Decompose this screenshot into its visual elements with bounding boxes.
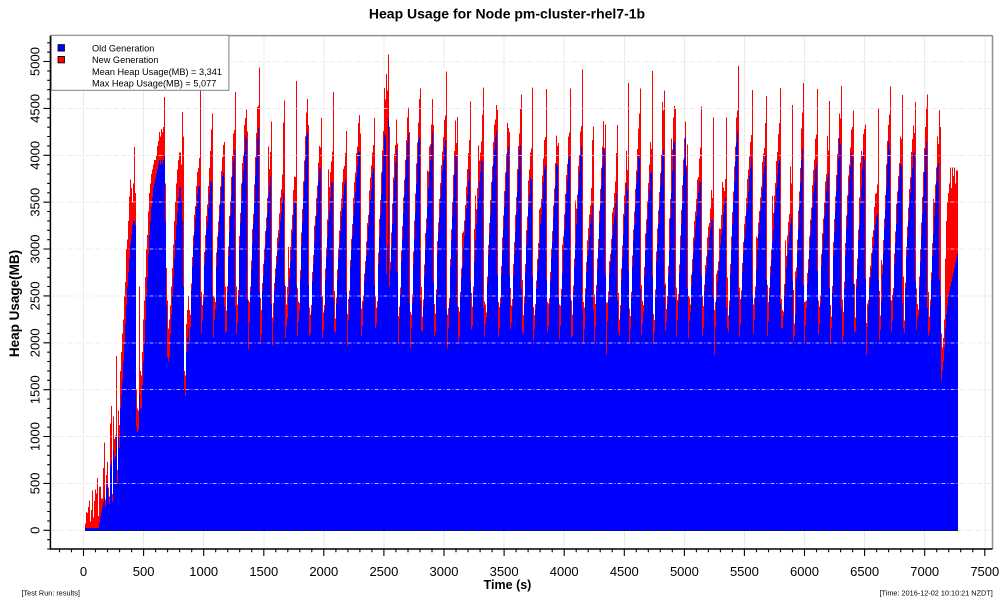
svg-text:0: 0: [28, 527, 43, 534]
svg-text:4500: 4500: [610, 564, 639, 579]
svg-text:1500: 1500: [28, 375, 43, 404]
svg-text:New Generation: New Generation: [92, 55, 158, 65]
svg-text:Old Generation: Old Generation: [92, 43, 154, 53]
svg-text:4500: 4500: [28, 94, 43, 123]
svg-text:3000: 3000: [430, 564, 459, 579]
svg-text:5000: 5000: [670, 564, 699, 579]
svg-text:4000: 4000: [28, 141, 43, 170]
svg-text:500: 500: [133, 564, 155, 579]
svg-text:7000: 7000: [910, 564, 939, 579]
svg-text:Max Heap Usage(MB) = 5,077: Max Heap Usage(MB) = 5,077: [92, 79, 216, 89]
svg-text:4000: 4000: [550, 564, 579, 579]
svg-text:2000: 2000: [309, 564, 338, 579]
svg-text:7500: 7500: [970, 564, 999, 579]
svg-text:3500: 3500: [28, 188, 43, 217]
svg-text:5500: 5500: [730, 564, 759, 579]
svg-text:[Test Run: results]: [Test Run: results]: [22, 589, 80, 598]
svg-text:Mean Heap Usage(MB) = 3,341: Mean Heap Usage(MB) = 3,341: [92, 67, 222, 77]
svg-text:3000: 3000: [28, 235, 43, 264]
svg-text:2500: 2500: [28, 281, 43, 310]
svg-text:3500: 3500: [490, 564, 519, 579]
svg-text:6000: 6000: [790, 564, 819, 579]
svg-text:Heap Usage for Node pm-cluster: Heap Usage for Node pm-cluster-rhel7-1b: [369, 6, 645, 22]
svg-text:500: 500: [28, 473, 43, 495]
svg-text:1500: 1500: [249, 564, 278, 579]
svg-text:5000: 5000: [28, 47, 43, 76]
svg-text:[Time: 2016-12-02 10:10:21 NZD: [Time: 2016-12-02 10:10:21 NZDT]: [880, 589, 993, 598]
svg-text:Time (s): Time (s): [484, 578, 532, 592]
svg-text:6500: 6500: [850, 564, 879, 579]
svg-text:2500: 2500: [369, 564, 398, 579]
svg-text:0: 0: [80, 564, 87, 579]
svg-text:1000: 1000: [189, 564, 218, 579]
svg-text:1000: 1000: [28, 422, 43, 451]
svg-text:2000: 2000: [28, 328, 43, 357]
svg-text:Heap Usage(MB): Heap Usage(MB): [7, 250, 22, 357]
